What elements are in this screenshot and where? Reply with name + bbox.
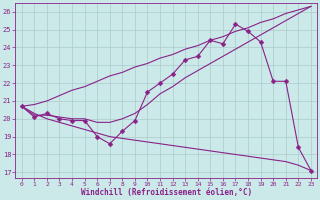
X-axis label: Windchill (Refroidissement éolien,°C): Windchill (Refroidissement éolien,°C): [81, 188, 252, 197]
